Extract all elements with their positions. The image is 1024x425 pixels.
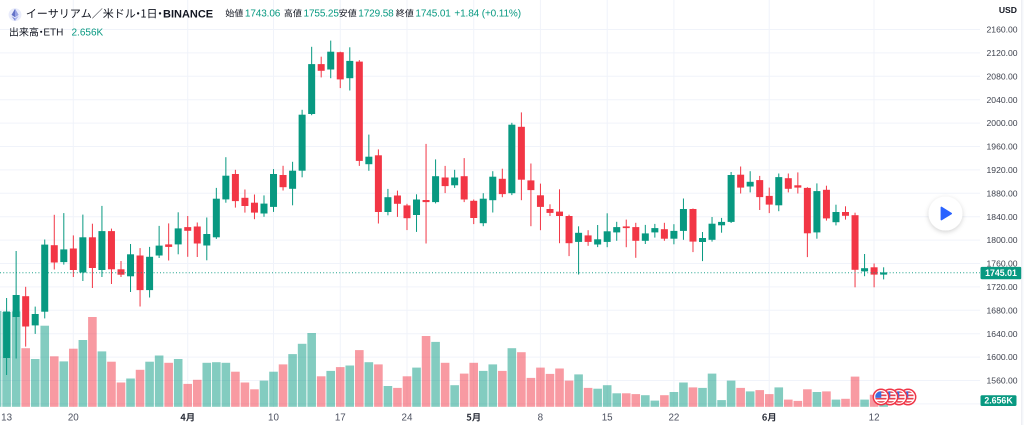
svg-text:1800.00: 1800.00 [987,235,1018,245]
svg-text:USD: USD [999,5,1017,15]
svg-text:13: 13 [1,413,12,424]
svg-text:1743.06: 1743.06 [245,8,281,19]
svg-text:1760.00: 1760.00 [987,259,1018,269]
svg-text:1840.00: 1840.00 [987,212,1018,222]
svg-text:ETH: ETH [43,28,63,39]
svg-text:BINANCE: BINANCE [163,9,213,21]
svg-text:1560.00: 1560.00 [987,376,1018,386]
svg-text:1745.01: 1745.01 [985,268,1017,278]
svg-text:17: 17 [335,413,346,424]
svg-text:24: 24 [402,413,413,424]
svg-text:2160.00: 2160.00 [987,25,1018,35]
svg-text:2.656K: 2.656K [72,28,104,39]
svg-text:1755.25: 1755.25 [304,8,340,19]
svg-text:1920.00: 1920.00 [987,165,1018,175]
svg-text:1600.00: 1600.00 [987,352,1018,362]
svg-text:8: 8 [538,413,544,424]
svg-text:2080.00: 2080.00 [987,71,1018,81]
svg-text:2120.00: 2120.00 [987,48,1018,58]
svg-text:+1.84 (+0.11%): +1.84 (+0.11%) [454,8,521,19]
svg-text:22: 22 [668,413,679,424]
svg-text:1880.00: 1880.00 [987,188,1018,198]
svg-text:1680.00: 1680.00 [987,305,1018,315]
svg-text:1960.00: 1960.00 [987,142,1018,152]
svg-text:2.656K: 2.656K [984,395,1013,405]
svg-text:12: 12 [869,413,880,424]
svg-text:1729.58: 1729.58 [358,8,394,19]
svg-text:10: 10 [268,413,279,424]
svg-text:20: 20 [68,413,79,424]
svg-text:2040.00: 2040.00 [987,95,1018,105]
svg-text:1640.00: 1640.00 [987,329,1018,339]
svg-text:1720.00: 1720.00 [987,282,1018,292]
svg-text:1745.01: 1745.01 [415,8,451,19]
svg-text:2000.00: 2000.00 [987,118,1018,128]
svg-text:15: 15 [602,413,613,424]
